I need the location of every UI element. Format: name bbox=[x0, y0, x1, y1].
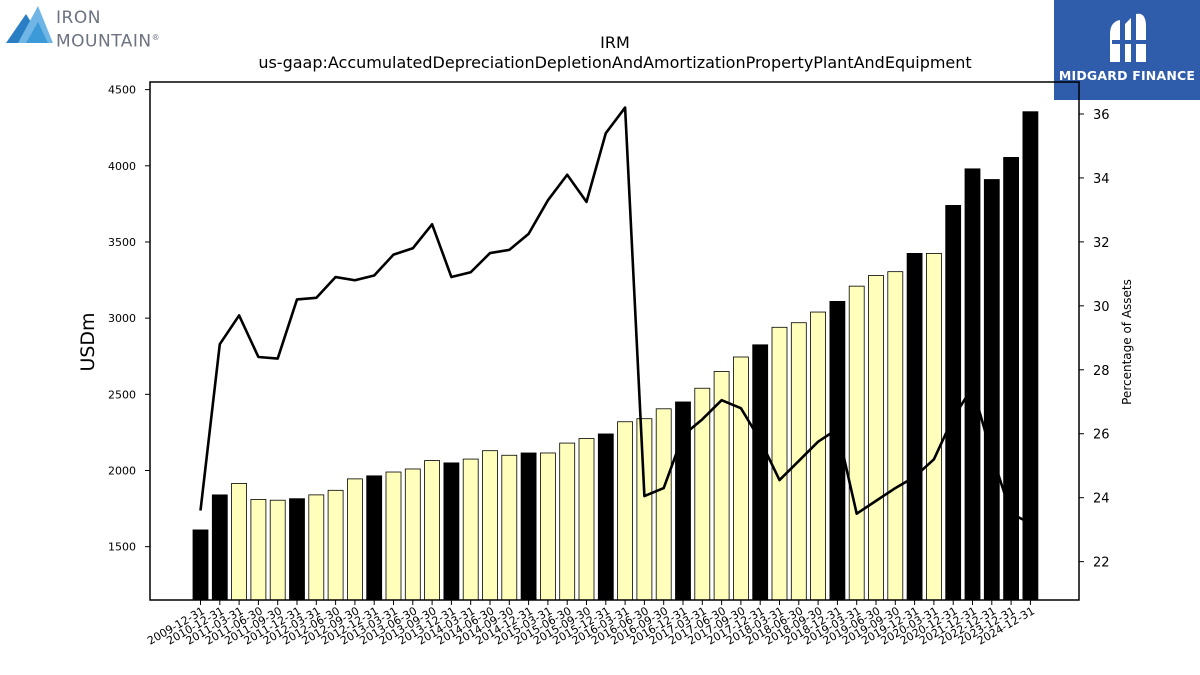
y-tick-label: 4000 bbox=[108, 160, 136, 173]
bar-2016-06-30 bbox=[636, 418, 653, 601]
bar-2014-09-30 bbox=[501, 454, 518, 601]
logo-word-2: MOUNTAIN bbox=[56, 31, 152, 52]
registered-mark: ® bbox=[151, 33, 161, 42]
y2-tick-label: 26 bbox=[1093, 428, 1110, 443]
bar-2019-12-31 bbox=[906, 252, 923, 601]
bar-2013-12-31 bbox=[443, 462, 460, 601]
y2-tick-label: 34 bbox=[1093, 172, 1110, 187]
bar-2011-03-31 bbox=[231, 483, 248, 601]
bar-2019-03-31 bbox=[848, 285, 865, 601]
mountain-icon bbox=[6, 6, 53, 43]
bar-2013-03-31 bbox=[385, 471, 402, 601]
bar-2017-12-31 bbox=[752, 344, 769, 601]
bar-2014-12-31 bbox=[520, 452, 537, 601]
plot-frame bbox=[149, 81, 1080, 601]
y2-tick-label: 36 bbox=[1093, 108, 1110, 123]
bar-2019-09-30 bbox=[887, 271, 904, 601]
bar-2011-09-30 bbox=[269, 499, 286, 601]
y2-tick-label: 28 bbox=[1093, 364, 1110, 379]
midgard-finance-name: MIDGARD FINANCE bbox=[1058, 68, 1196, 83]
chart-subtitle: us-gaap:AccumulatedDepreciationDepletion… bbox=[258, 53, 971, 72]
bar-2018-09-30 bbox=[810, 311, 826, 601]
bar-2020-03-31 bbox=[926, 252, 942, 601]
y2-tick-label: 30 bbox=[1093, 300, 1110, 315]
y-tick-label: 2500 bbox=[108, 388, 136, 401]
bar-2010-12-31 bbox=[211, 494, 228, 601]
y-axis-label: USDm bbox=[77, 312, 99, 371]
y-tick-label: 2000 bbox=[108, 465, 136, 478]
bar-2023-12-31 bbox=[1003, 157, 1019, 601]
bar-2014-06-30 bbox=[482, 450, 498, 601]
bar-2015-12-31 bbox=[597, 433, 614, 601]
bar-2012-12-31 bbox=[366, 475, 383, 601]
bar-2014-03-31 bbox=[462, 458, 479, 601]
y-tick-label: 3000 bbox=[108, 312, 136, 325]
chart-title: IRM bbox=[600, 33, 630, 52]
bar-2013-06-30 bbox=[404, 468, 421, 601]
midgard-finance-logo: MIDGARD FINANCE bbox=[1054, 0, 1200, 100]
y-tick-label: 4500 bbox=[108, 84, 136, 97]
y-tick-label: 3500 bbox=[108, 236, 136, 249]
bar-2024-12-31 bbox=[1022, 111, 1039, 601]
bar-2013-09-30 bbox=[424, 460, 441, 601]
y2-tick-label: 22 bbox=[1093, 556, 1110, 571]
y2-tick-label: 24 bbox=[1093, 492, 1110, 507]
bar-2016-09-30 bbox=[655, 408, 672, 601]
bar-2016-03-31 bbox=[617, 421, 633, 601]
bar-2022-12-31 bbox=[983, 179, 1000, 601]
bar-2021-12-31 bbox=[964, 168, 981, 601]
bar-2009-12-31 bbox=[192, 529, 209, 601]
y2-axis-label: Percentage of Assets bbox=[1120, 279, 1134, 405]
bar-2017-09-30 bbox=[733, 356, 749, 601]
bar-2012-06-30 bbox=[327, 489, 344, 601]
y-tick-label: 1500 bbox=[108, 541, 136, 554]
logo-word-1: IRON bbox=[56, 8, 101, 28]
percentage-of-assets-line bbox=[199, 106, 1031, 525]
y2-tick-label: 32 bbox=[1093, 236, 1110, 251]
bar-2015-03-31 bbox=[540, 452, 556, 601]
bar-2015-09-30 bbox=[578, 438, 595, 601]
bar-2020-12-31 bbox=[945, 205, 962, 601]
bar-2019-06-30 bbox=[868, 275, 884, 601]
bar-2011-06-30 bbox=[250, 499, 267, 601]
midgard-mark-icon bbox=[1110, 13, 1146, 62]
bar-2011-12-31 bbox=[289, 498, 305, 601]
bar-2012-09-30 bbox=[346, 478, 363, 601]
bar-2012-03-31 bbox=[308, 494, 325, 601]
bar-2018-03-31 bbox=[771, 326, 788, 601]
bar-2015-06-30 bbox=[559, 442, 576, 601]
iron-mountain-logo: IRON MOUNTAIN® bbox=[4, 4, 164, 52]
